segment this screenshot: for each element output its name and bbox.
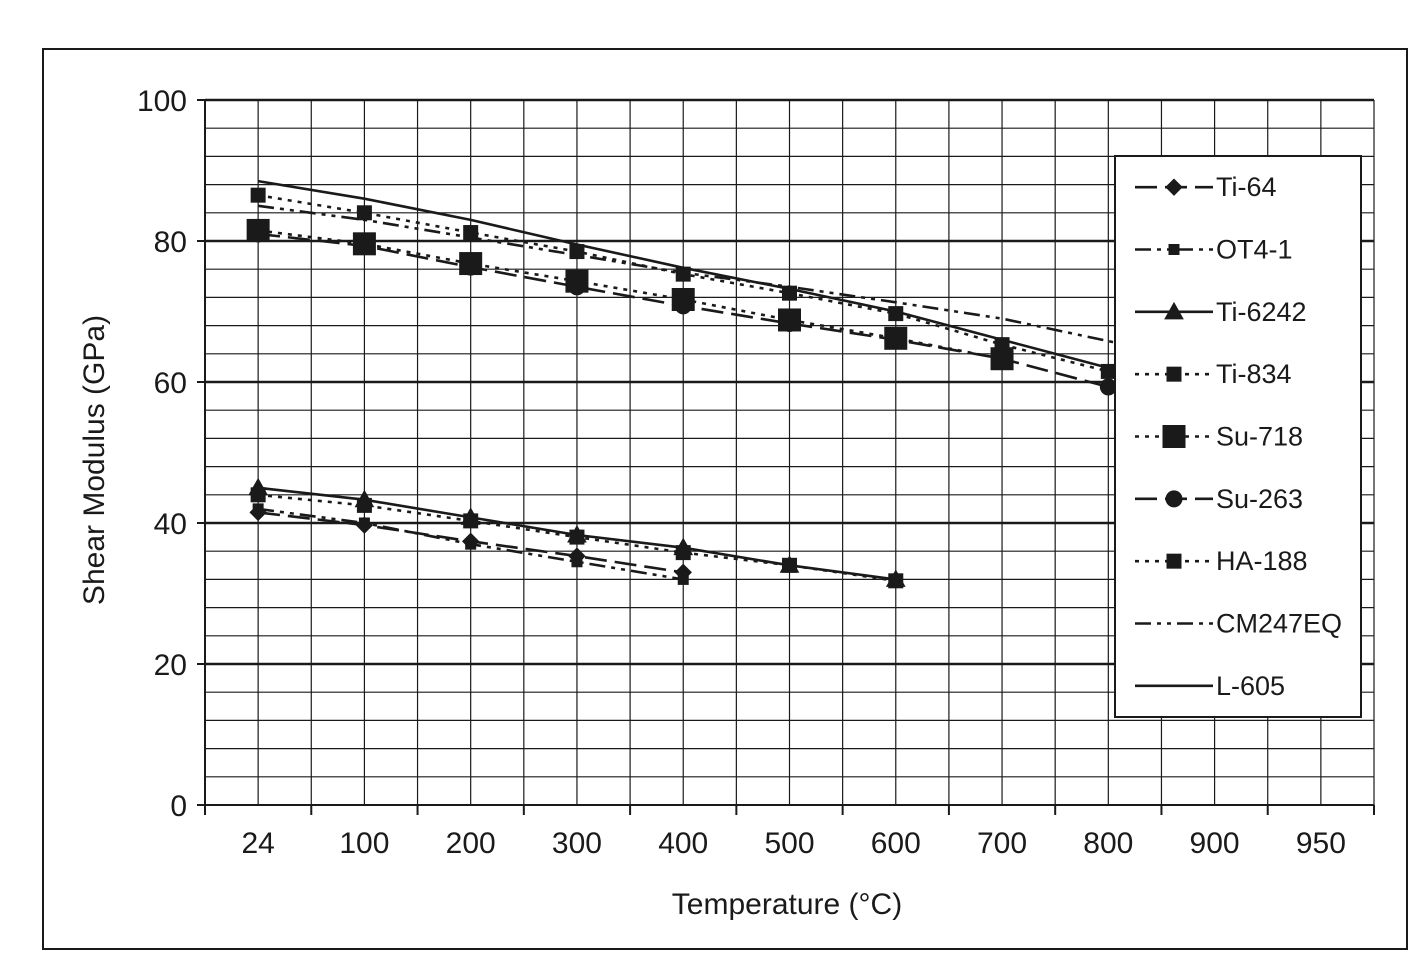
marker-diamond — [1165, 178, 1183, 196]
series-ha-188-line — [257, 193, 1215, 394]
y-tick-label: 40 — [154, 508, 187, 541]
x-tick-label: 700 — [977, 827, 1027, 860]
legend-label: Ti-834 — [1216, 359, 1292, 389]
legend-label: HA-188 — [1216, 546, 1308, 576]
marker-circle — [249, 225, 267, 243]
marker-circle — [674, 297, 692, 315]
tick-labels: 0 20 40 60 80 100 24 100 200 300 400 500 600 700 800 90… — [137, 85, 1346, 860]
x-tick-label: 500 — [764, 827, 814, 860]
series-su-263-line — [257, 232, 1215, 419]
legend-item-l-605: L-605 — [1135, 671, 1285, 701]
legend: Ti-64 OT4-1 Ti-6242 Ti-834 Su-718 Su-263 HA-18… — [1114, 155, 1362, 718]
marker-square — [675, 545, 691, 561]
legend-item-su-718: Su-718 — [1135, 422, 1303, 452]
x-tick-label: 900 — [1190, 827, 1240, 860]
marker-small-square — [1168, 244, 1180, 255]
marker-square — [1166, 366, 1182, 382]
x-tick-label: 100 — [339, 827, 389, 860]
x-tick-label: 24 — [241, 827, 274, 860]
marker-triangle — [1164, 301, 1184, 320]
marker-square — [782, 557, 797, 573]
series-ot4-1 — [252, 503, 689, 585]
x-tick-label: 200 — [446, 827, 496, 860]
marker-square — [250, 187, 266, 203]
marker-circle — [993, 350, 1011, 368]
marker-small-square — [677, 573, 689, 585]
marker-square — [1166, 553, 1182, 569]
legend-label: L-605 — [1216, 671, 1285, 701]
marker-small-square — [571, 556, 583, 568]
legend-label: OT4-1 — [1216, 235, 1293, 265]
marker-circle — [781, 314, 798, 332]
marker-square — [250, 487, 266, 503]
marker-square — [569, 529, 585, 545]
legend-item-cm247eq: CM247EQ — [1135, 609, 1342, 639]
y-tick-label: 80 — [154, 226, 187, 259]
marker-circle — [887, 331, 905, 349]
chart-frame — [42, 48, 1408, 950]
marker-small-square — [252, 503, 264, 515]
y-axis-title: Shear Modulus (GPa) — [78, 315, 111, 605]
legend-item-ha-188: HA-188 — [1135, 546, 1308, 576]
marker-circle — [1165, 490, 1183, 508]
marker-large-square — [1162, 425, 1186, 448]
y-tick-label: 60 — [154, 367, 187, 400]
y-tick-label: 20 — [154, 649, 187, 682]
marker-square — [356, 205, 372, 221]
legend-label: CM247EQ — [1216, 609, 1342, 639]
legend-item-ti-6242: Ti-6242 — [1135, 297, 1307, 327]
x-tick-label: 400 — [658, 827, 708, 860]
x-tick-label: 300 — [552, 827, 602, 860]
legend-item-ti-834: Ti-834 — [1135, 359, 1292, 389]
marker-small-square — [465, 538, 477, 550]
marker-small-square — [358, 517, 370, 529]
marker-circle — [568, 278, 586, 296]
x-tick-label: 600 — [871, 827, 921, 860]
marker-square — [463, 513, 479, 529]
legend-label: Su-263 — [1216, 484, 1303, 514]
y-tick-label: 0 — [170, 790, 187, 823]
marker-circle — [462, 258, 480, 276]
series-layer — [246, 179, 1322, 589]
legend-label: Ti-6242 — [1216, 297, 1307, 327]
x-tick-label: 950 — [1296, 827, 1346, 860]
y-tick-label: 100 — [137, 85, 187, 118]
axes — [197, 99, 1375, 815]
legend-label: Su-718 — [1216, 422, 1303, 452]
x-tick-label: 800 — [1083, 827, 1133, 860]
marker-square — [888, 573, 904, 589]
legend-item-ot4-1: OT4-1 — [1135, 235, 1293, 265]
legend-item-su-263: Su-263 — [1135, 484, 1303, 514]
marker-circle — [1099, 378, 1117, 396]
legend-label: Ti-64 — [1216, 172, 1277, 202]
marker-circle — [355, 237, 373, 255]
x-axis-title: Temperature (°C) — [672, 888, 902, 921]
series-ti-834 — [250, 487, 904, 589]
marker-square — [356, 497, 372, 513]
legend-item-ti-64: Ti-64 — [1135, 172, 1277, 202]
